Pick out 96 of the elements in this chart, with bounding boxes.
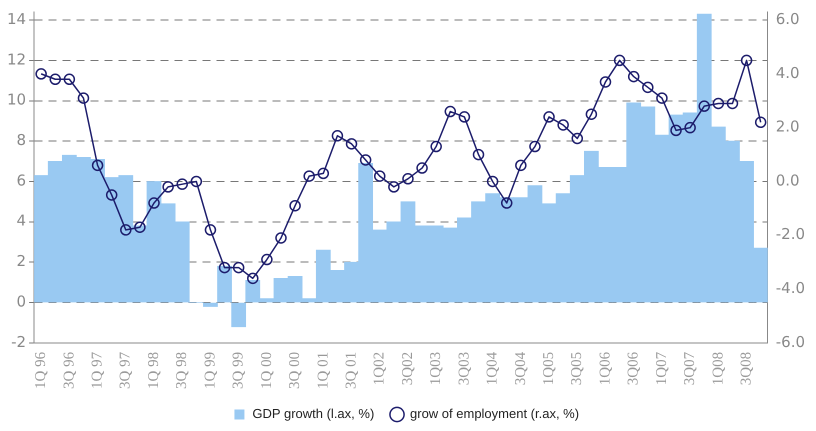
x-tick-label: 1Q03	[428, 352, 444, 386]
point	[360, 154, 372, 166]
point	[332, 130, 344, 142]
x-tick-label: 1Q05	[540, 352, 557, 386]
y-tick-label: 14	[6, 10, 26, 28]
point	[134, 221, 146, 233]
x-tick-label: 1Q 96	[33, 351, 50, 390]
point	[303, 170, 315, 182]
y2-tick-label: -2.0	[776, 225, 806, 244]
y2-tick-label: 4.0	[776, 64, 800, 82]
point	[670, 124, 682, 136]
point	[64, 74, 76, 86]
point	[740, 54, 752, 66]
point	[261, 254, 273, 266]
point	[402, 173, 414, 185]
y-tick-label: 8	[16, 131, 26, 150]
point	[176, 178, 188, 190]
point	[754, 116, 766, 128]
y2-tick-label: 6.0	[776, 10, 800, 28]
y-tick-label: 4	[16, 212, 26, 230]
x-tick-label: 3Q 96	[61, 351, 78, 390]
x-tick-label: 1Q06	[597, 351, 614, 386]
x-tick-label: 1Q 00	[258, 352, 275, 390]
point	[500, 197, 512, 209]
y-tick-label: 2	[16, 252, 26, 270]
point	[628, 70, 640, 82]
point	[472, 148, 484, 160]
x-tick-label: 3Q 00	[287, 352, 304, 390]
x-tick-label: 1Q 01	[315, 352, 332, 390]
y-tick-label: -2	[11, 332, 26, 351]
point	[614, 54, 626, 66]
y-tick-label: 12	[6, 50, 26, 68]
x-tick-label: 3Q04	[512, 351, 529, 386]
point	[162, 181, 174, 193]
point	[529, 140, 541, 152]
point	[586, 108, 598, 120]
x-tick-label: 1Q 98	[146, 352, 162, 390]
point	[557, 119, 569, 131]
point	[515, 160, 527, 172]
x-tick-label: 3Q02	[400, 352, 416, 386]
point	[698, 100, 710, 112]
point	[388, 181, 400, 193]
point	[444, 106, 456, 118]
point	[430, 140, 442, 152]
point	[106, 189, 118, 201]
point	[416, 162, 428, 174]
legend-label: GDP growth (l.ax, %)	[252, 406, 374, 422]
point	[726, 98, 738, 110]
y-tick-label: 6	[16, 171, 26, 190]
x-tick-label: 3Q 99	[230, 352, 247, 390]
x-tick-label: 1Q 99	[202, 352, 218, 390]
x-tick-label: 3Q 98	[174, 352, 190, 390]
point	[458, 111, 470, 123]
y2-tick-label: 0.0	[776, 171, 800, 190]
point	[275, 232, 287, 244]
legend-label: grow of employment (r.ax, %)	[410, 406, 580, 422]
x-tick-label: 3Q 97	[118, 351, 134, 390]
x-tick-label: 3Q07	[682, 351, 698, 386]
x-tick-label: 1Q07	[654, 351, 670, 386]
x-tick-label: 3Q05	[569, 352, 586, 386]
point	[50, 74, 61, 86]
point	[374, 170, 386, 182]
x-tick-label: 1Q 97	[90, 351, 106, 390]
x-tick-label: 3Q06	[626, 351, 642, 386]
x-tick-label: 1Q04	[484, 351, 501, 386]
point	[92, 160, 104, 172]
point	[204, 224, 216, 236]
point	[190, 176, 202, 188]
y2-tick-label: -4.0	[776, 279, 806, 297]
point	[642, 82, 654, 94]
point	[600, 76, 612, 88]
point	[218, 262, 230, 274]
x-tick-label: 1Q02	[372, 352, 388, 386]
point	[35, 68, 47, 80]
y2-tick-label: -6.0	[776, 332, 806, 351]
x-tick-label: 1Q08	[710, 352, 726, 386]
point	[712, 98, 724, 110]
y2-tick-label: 2.0	[776, 118, 800, 136]
point	[148, 197, 160, 209]
point	[486, 176, 498, 188]
point	[543, 111, 555, 123]
point	[656, 92, 668, 104]
point	[232, 262, 244, 274]
point	[120, 224, 132, 236]
point	[318, 168, 330, 180]
point	[572, 132, 584, 144]
x-tick-label: 3Q08	[738, 352, 755, 386]
x-tick-label: 3Q 01	[343, 352, 360, 390]
y-tick-label: 0	[16, 292, 26, 310]
point	[247, 272, 259, 284]
point	[289, 200, 301, 212]
point	[78, 92, 90, 104]
x-tick-label: 3Q03	[456, 352, 472, 386]
point	[346, 138, 358, 150]
y-tick-label: 10	[6, 90, 26, 109]
point	[684, 122, 696, 134]
